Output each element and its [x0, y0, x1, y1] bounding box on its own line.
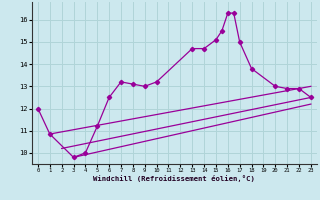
- X-axis label: Windchill (Refroidissement éolien,°C): Windchill (Refroidissement éolien,°C): [93, 175, 255, 182]
